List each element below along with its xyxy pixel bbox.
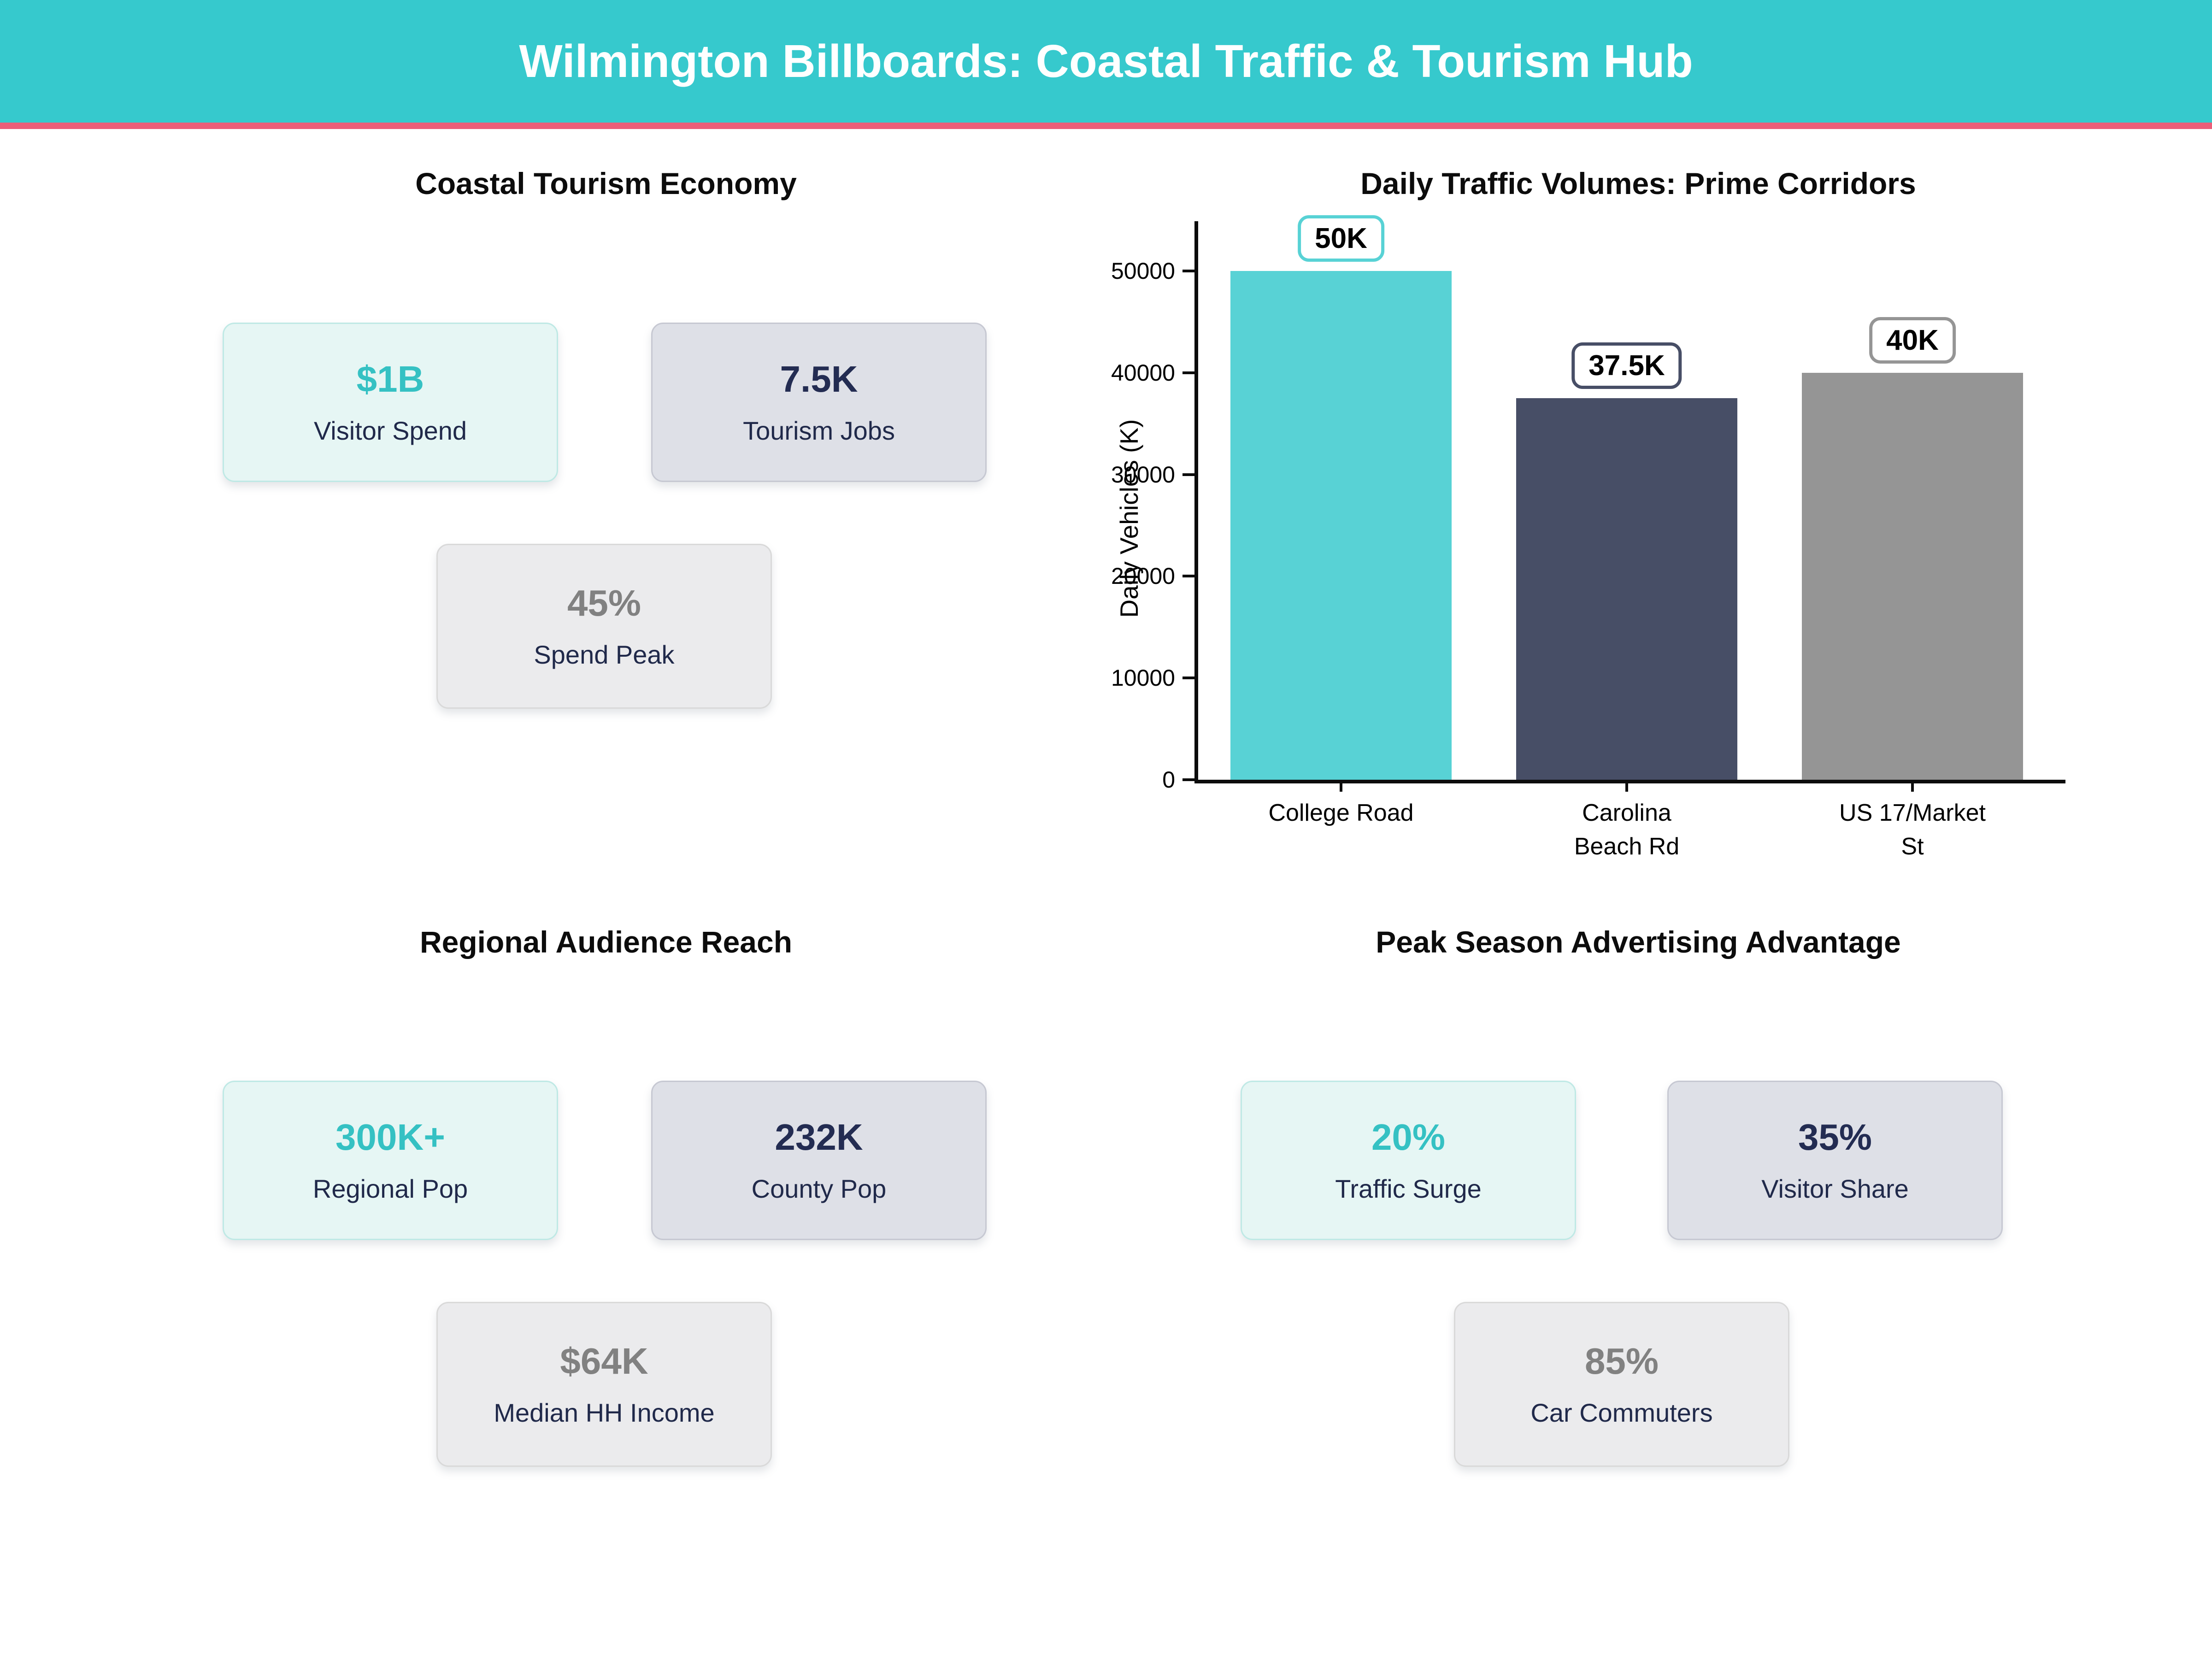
x-tick-mark	[1625, 780, 1628, 792]
page-title: Wilmington Billboards: Coastal Traffic &…	[519, 35, 1693, 87]
stat-card-tourism-jobs: 7.5K Tourism Jobs	[651, 323, 987, 482]
stat-card-regional-pop: 300K+ Regional Pop	[223, 1081, 558, 1240]
stat-card-traffic-surge: 20% Traffic Surge	[1241, 1081, 1576, 1240]
section-title-audience: Regional Audience Reach	[419, 925, 793, 959]
x-tick-label: College Road	[1268, 800, 1414, 826]
y-tick-mark	[1182, 677, 1194, 680]
stat-value: 7.5K	[780, 359, 858, 400]
stat-label: Traffic Surge	[1335, 1174, 1482, 1203]
y-axis-spine	[1194, 221, 1198, 783]
stat-card-county-pop: 232K County Pop	[651, 1081, 987, 1240]
stat-label: Median HH Income	[494, 1398, 715, 1427]
x-tick-mark	[1340, 780, 1342, 792]
y-tick-mark	[1182, 575, 1194, 578]
stat-label: Spend Peak	[534, 640, 675, 669]
y-tick-mark	[1182, 473, 1194, 476]
y-tick-label: 0	[1162, 767, 1175, 793]
stat-value: 300K+	[335, 1117, 445, 1158]
x-tick-label: US 17/Market St	[1839, 800, 1986, 860]
stat-card-median-income: $64K Median HH Income	[436, 1302, 772, 1467]
stat-label: County Pop	[751, 1174, 887, 1203]
x-tick-label: Carolina Beach Rd	[1574, 800, 1680, 860]
stat-label: Tourism Jobs	[743, 416, 895, 445]
y-tick-label: 30000	[1111, 461, 1175, 488]
bar-value-label: 40K	[1869, 317, 1956, 364]
bar-value-label: 50K	[1298, 215, 1384, 262]
bar-value-label: 37.5K	[1571, 342, 1682, 389]
y-tick-label: 20000	[1111, 563, 1175, 589]
stat-card-spend-peak: 45% Spend Peak	[436, 544, 772, 709]
y-tick-label: 50000	[1111, 258, 1175, 284]
stat-value: $64K	[560, 1341, 648, 1382]
section-title-traffic: Daily Traffic Volumes: Prime Corridors	[1360, 166, 1916, 200]
x-tick-mark	[1911, 780, 1914, 792]
y-tick-mark	[1182, 270, 1194, 272]
y-tick-label: 10000	[1111, 665, 1175, 691]
stat-card-car-commuters: 85% Car Commuters	[1454, 1302, 1789, 1467]
stat-value: 20%	[1371, 1117, 1446, 1158]
y-tick-mark	[1182, 371, 1194, 374]
stat-label: Visitor Spend	[313, 416, 467, 445]
stat-value: 35%	[1798, 1117, 1872, 1158]
traffic-bar-chart: 0 10000 20000 30000 40000 50000 50K College Roa…	[1111, 215, 2065, 860]
bar-us-17-market-st	[1802, 372, 2023, 780]
stat-label: Visitor Share	[1761, 1174, 1909, 1203]
bar-carolina-beach-rd	[1516, 398, 1737, 780]
stat-label: Regional Pop	[312, 1174, 468, 1203]
y-tick-mark	[1182, 778, 1194, 781]
header-banner: Wilmington Billboards: Coastal Traffic &…	[0, 0, 2212, 129]
stat-card-visitor-share: 35% Visitor Share	[1667, 1081, 2003, 1240]
x-axis-spine	[1194, 780, 2065, 783]
stat-card-visitor-spend: $1B Visitor Spend	[223, 323, 558, 482]
stat-label: Car Commuters	[1530, 1398, 1713, 1427]
section-title-tourism: Coastal Tourism Economy	[415, 166, 797, 200]
section-title-peak: Peak Season Advertising Advantage	[1376, 925, 1901, 959]
stat-value: $1B	[356, 359, 424, 400]
bar-college-road	[1230, 271, 1452, 780]
stat-value: 232K	[775, 1117, 863, 1158]
stat-value: 85%	[1584, 1341, 1659, 1382]
y-tick-label: 40000	[1111, 359, 1175, 386]
stat-value: 45%	[567, 582, 641, 624]
